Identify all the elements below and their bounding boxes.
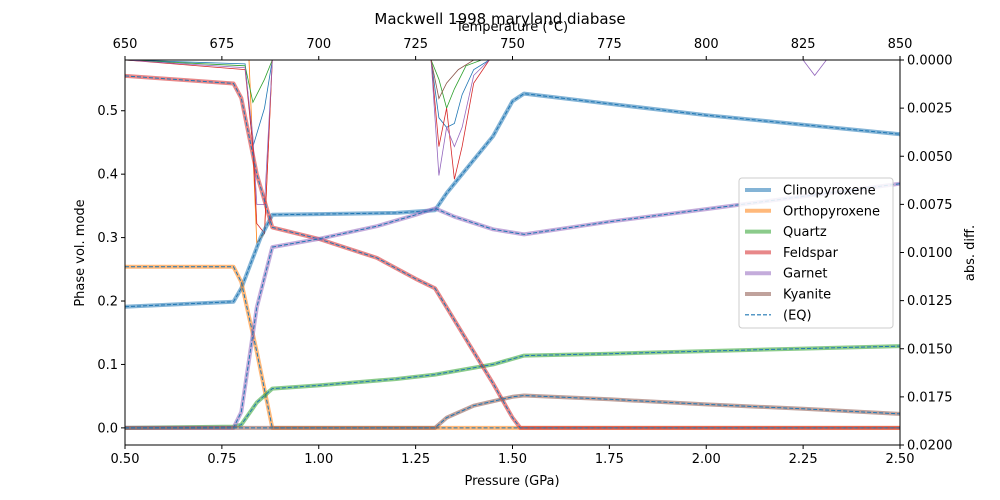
eq-dashed-line (124, 345, 901, 429)
legend: Clinopyroxene Orthopyroxene Quartz Feldspar… (738, 177, 894, 329)
right-tick-label: 0.0175 (907, 390, 953, 405)
right-tick-label: 0.0075 (907, 198, 953, 213)
legend-label: Orthopyroxene (783, 204, 880, 219)
x-tick-label: 2.50 (886, 452, 915, 467)
legend-label: Clinopyroxene (783, 184, 876, 199)
eq-dashed-line (125, 183, 901, 429)
y-tick-label: 0.2 (97, 295, 118, 310)
series-area (124, 73, 901, 430)
y-tick-label: 0.4 (97, 168, 118, 183)
eq-dashed-line (125, 394, 901, 429)
x-tick-label: 1.00 (304, 452, 333, 467)
y-axis-label: Phase vol. mode (73, 199, 88, 306)
top-tick-label: 700 (306, 37, 331, 52)
x-axis-label: Pressure (GPa) (464, 474, 559, 489)
top-tick-label: 825 (791, 37, 816, 52)
top-tick-label: 750 (500, 37, 525, 52)
top-tick-label: 775 (597, 37, 622, 52)
y-tick-label: 0.3 (97, 231, 118, 246)
eq-dashed-line (124, 93, 901, 308)
right-tick-label: 0.0025 (907, 102, 953, 117)
x-tick-label: 2.00 (692, 452, 721, 467)
right-tick-label: 0.0000 (907, 54, 953, 69)
right-axis-label: abs. diff. (963, 225, 978, 281)
legend-label: Kyanite (783, 288, 831, 303)
x-tick-label: 2.25 (789, 452, 818, 467)
right-tick-label: 0.0125 (907, 294, 953, 309)
legend-label: (EQ) (783, 308, 812, 323)
x-tick-label: 1.25 (401, 452, 430, 467)
legend-label: Feldspar (783, 246, 839, 261)
legend-label: Garnet (783, 267, 828, 282)
x-tick-label: 0.75 (207, 452, 236, 467)
top-tick-label: 650 (113, 37, 138, 52)
right-tick-label: 0.0050 (907, 150, 953, 165)
top-axis-label: Temperature (°C) (455, 20, 568, 35)
legend-label: Quartz (783, 225, 827, 240)
legend-box (738, 177, 894, 329)
abs-diff-line (124, 59, 900, 205)
x-tick-label: 0.50 (111, 452, 140, 467)
top-tick-label: 850 (888, 37, 913, 52)
chart-title: Mackwell 1998 maryland diabase (374, 10, 625, 28)
top-tick-label: 675 (209, 37, 234, 52)
top-tick-label: 725 (403, 37, 428, 52)
y-tick-label: 0.0 (97, 421, 118, 436)
right-tick-label: 0.0200 (907, 439, 953, 454)
y-tick-label: 0.1 (97, 358, 118, 373)
abs-diff-line (124, 59, 900, 110)
y-tick-label: 0.5 (97, 104, 118, 119)
x-tick-label: 1.75 (595, 452, 624, 467)
eq-dashed-line (124, 75, 900, 429)
x-tick-label: 1.50 (498, 452, 527, 467)
right-tick-label: 0.0150 (907, 342, 953, 357)
axis-ticks: 0.50 0.75 1.00 1.25 1.50 1.75 2.00 2.25 2.500.00… (97, 37, 952, 467)
top-tick-label: 800 (694, 37, 719, 52)
right-tick-label: 0.0100 (907, 246, 953, 261)
